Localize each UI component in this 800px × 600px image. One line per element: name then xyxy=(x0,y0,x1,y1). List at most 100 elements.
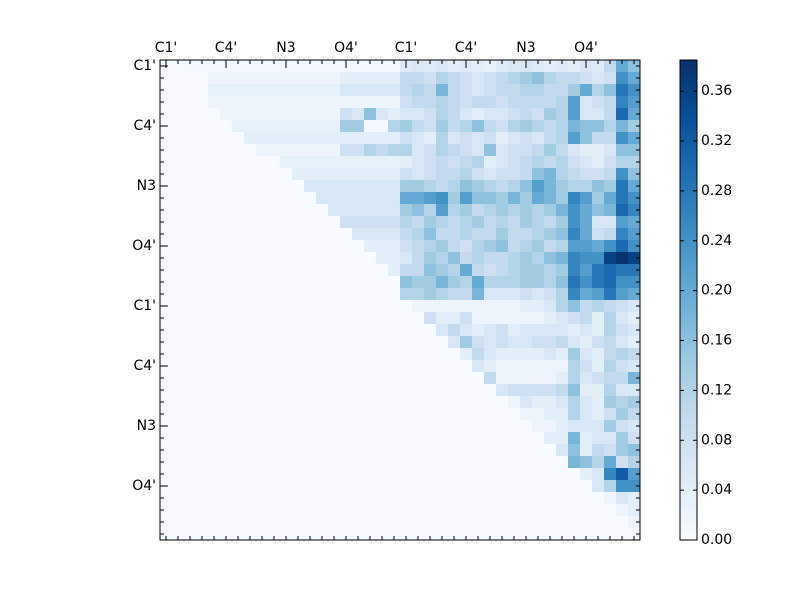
heatmap-cell xyxy=(472,492,485,505)
heatmap-cell xyxy=(376,432,389,445)
heatmap-cell xyxy=(316,456,329,469)
heatmap-cell xyxy=(544,168,557,181)
heatmap-cell xyxy=(520,312,533,325)
heatmap-cell xyxy=(544,492,557,505)
heatmap-cell xyxy=(436,360,449,373)
heatmap-cell xyxy=(244,60,257,73)
heatmap-cell xyxy=(268,228,281,241)
heatmap-cell xyxy=(232,240,245,253)
heatmap-cell xyxy=(280,72,293,85)
heatmap-cell xyxy=(532,372,545,385)
x-tick-label: C4' xyxy=(455,40,478,56)
heatmap-cell xyxy=(544,372,557,385)
heatmap-cell xyxy=(196,264,209,277)
heatmap-cell xyxy=(544,264,557,277)
heatmap-cell xyxy=(592,480,605,493)
heatmap-cell xyxy=(604,84,617,97)
heatmap-cell xyxy=(436,456,449,469)
heatmap-cell xyxy=(220,348,233,361)
heatmap-cell xyxy=(388,396,401,409)
heatmap-cell xyxy=(388,336,401,349)
heatmap-cell xyxy=(160,144,173,157)
heatmap-cell xyxy=(388,432,401,445)
heatmap-cell xyxy=(196,180,209,193)
heatmap-cell xyxy=(532,408,545,421)
heatmap-cell xyxy=(352,396,365,409)
heatmap-cell xyxy=(316,492,329,505)
heatmap-cell xyxy=(328,240,341,253)
heatmap-cell xyxy=(484,192,497,205)
axes: C1' C4' N3 O4' C1' C4' N3 O4'C1'C4'N3O4'C1'C4'N… xyxy=(132,40,641,541)
heatmap-cell xyxy=(292,264,305,277)
heatmap-cell xyxy=(628,72,641,85)
heatmap-cell xyxy=(532,96,545,109)
heatmap-cell xyxy=(424,360,437,373)
heatmap-cell xyxy=(460,528,473,541)
heatmap-cell xyxy=(616,120,629,133)
heatmap-cell xyxy=(496,264,509,277)
heatmap-cell xyxy=(460,324,473,337)
heatmap-cell xyxy=(508,300,521,313)
heatmap-cell xyxy=(220,300,233,313)
heatmap-cell xyxy=(412,288,425,301)
heatmap-cell xyxy=(568,156,581,169)
heatmap-cell xyxy=(436,216,449,229)
heatmap-cell xyxy=(532,204,545,217)
heatmap-cell xyxy=(328,372,341,385)
heatmap-cell xyxy=(424,144,437,157)
heatmap-cell xyxy=(568,108,581,121)
heatmap-cell xyxy=(412,156,425,169)
heatmap-cell xyxy=(556,60,569,73)
heatmap-cell xyxy=(616,348,629,361)
heatmap-cell xyxy=(160,96,173,109)
heatmap-cell xyxy=(496,516,509,529)
heatmap-cell xyxy=(592,468,605,481)
heatmap-cell xyxy=(352,192,365,205)
heatmap-cell xyxy=(532,72,545,85)
heatmap-cell xyxy=(268,528,281,541)
heatmap-cell xyxy=(412,204,425,217)
heatmap-cell xyxy=(508,120,521,133)
heatmap-cell xyxy=(436,396,449,409)
heatmap-cell xyxy=(604,504,617,517)
heatmap-cell xyxy=(376,264,389,277)
heatmap-cell xyxy=(568,72,581,85)
heatmap-cell xyxy=(580,120,593,133)
heatmap-cell xyxy=(244,468,257,481)
heatmap-cell xyxy=(592,84,605,97)
heatmap-cell xyxy=(244,504,257,517)
heatmap-cell xyxy=(172,444,185,457)
heatmap-cell xyxy=(172,120,185,133)
heatmap-cell xyxy=(232,192,245,205)
heatmap-cell xyxy=(544,420,557,433)
heatmap-cell xyxy=(592,456,605,469)
heatmap-cell xyxy=(436,72,449,85)
heatmap-cell xyxy=(316,168,329,181)
heatmap-cell xyxy=(532,480,545,493)
heatmap-cell xyxy=(460,156,473,169)
heatmap-cell xyxy=(316,444,329,457)
heatmap-cell xyxy=(304,516,317,529)
heatmap-cell xyxy=(556,144,569,157)
heatmap-cell xyxy=(616,300,629,313)
heatmap-cell xyxy=(328,420,341,433)
heatmap-cell xyxy=(592,516,605,529)
heatmap-cell xyxy=(268,240,281,253)
heatmap-cell xyxy=(568,504,581,517)
heatmap-cell xyxy=(208,168,221,181)
heatmap-cell xyxy=(280,228,293,241)
heatmap-cell xyxy=(436,504,449,517)
heatmap-cell xyxy=(376,456,389,469)
heatmap-cell xyxy=(520,372,533,385)
heatmap-cell xyxy=(484,516,497,529)
heatmap-cell xyxy=(436,108,449,121)
heatmap-cell xyxy=(340,396,353,409)
heatmap-cell xyxy=(532,216,545,229)
heatmap-cell xyxy=(304,288,317,301)
heatmap-cell xyxy=(568,180,581,193)
heatmap-cell xyxy=(472,300,485,313)
heatmap-cell xyxy=(316,432,329,445)
heatmap-cell xyxy=(604,528,617,541)
heatmap-cell xyxy=(244,252,257,265)
